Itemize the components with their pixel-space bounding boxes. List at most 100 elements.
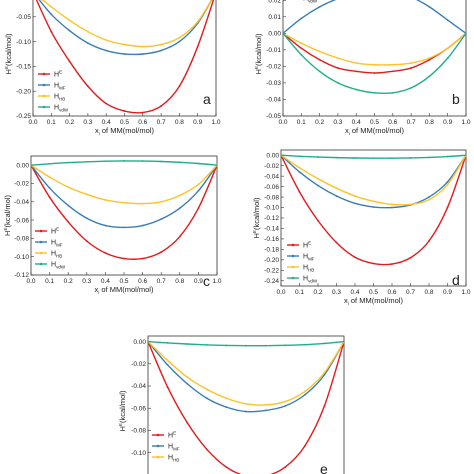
plot-frame	[147, 335, 345, 474]
data-point-hmf	[186, 382, 189, 385]
legend-entry: HMF	[51, 240, 63, 248]
series-line-he	[148, 341, 344, 474]
legend-entry: HHB	[51, 251, 62, 259]
x-axis-label: xi of MM(mol/mol)	[95, 126, 154, 136]
data-point-he	[410, 67, 412, 69]
data-point-hvdw	[391, 157, 393, 160]
data-point-hhb	[141, 45, 144, 48]
y-tick-label: -0.12	[14, 272, 29, 279]
x-tick-label: 0.9	[193, 119, 202, 126]
y-tick-label: -0.02	[131, 361, 146, 368]
data-point-he	[48, 196, 51, 199]
data-point-hhb	[284, 400, 287, 403]
data-point-hvdw	[283, 32, 284, 35]
data-point-hhb	[196, 20, 199, 23]
y-tick-label: -0.10	[131, 450, 146, 457]
y-axis-label: HE(kcal/mol)	[118, 390, 127, 431]
series-line-hmf	[283, 0, 466, 34]
x-tick-label: 0.6	[138, 278, 147, 285]
data-point-he	[300, 47, 303, 50]
legend-marker	[39, 262, 43, 266]
data-point-hmf	[67, 204, 70, 207]
data-point-hmf	[446, 19, 449, 22]
legend-entry: HE	[303, 241, 311, 250]
x-tick-label: 0.3	[82, 278, 91, 285]
series-line-hmf	[148, 341, 344, 413]
data-point-hhb	[335, 187, 338, 190]
y-tick-label: -0.04	[131, 383, 146, 390]
data-point-hmf	[48, 187, 51, 189]
x-tick-label: 0.7	[407, 119, 416, 126]
panel-e: -0.10 -0.08 -0.06 -0.04 -0.02 0.00 HE(kcal/mol…	[118, 335, 345, 474]
data-point-hmf	[264, 409, 267, 412]
data-point-hmf	[300, 17, 303, 20]
data-point-he	[409, 256, 412, 259]
data-point-hhb	[372, 200, 375, 203]
data-point-hhb	[410, 62, 412, 64]
data-point-hmf	[166, 363, 169, 366]
x-tick-label: 0.0	[276, 289, 285, 296]
y-tick-label: -0.08	[264, 194, 279, 201]
data-point-hvdw	[317, 156, 319, 158]
legend-marker	[42, 94, 46, 98]
x-tick-label: 0.3	[333, 119, 342, 126]
x-tick-label: 0.7	[406, 289, 415, 296]
data-point-hhb	[160, 43, 163, 46]
y-tick-label: -0.10	[16, 39, 31, 46]
y-tick-label: -0.01	[266, 47, 281, 54]
data-point-hmf	[446, 181, 449, 183]
data-point-hvdw	[446, 57, 449, 60]
data-point-hhb	[354, 195, 356, 197]
data-point-hmf	[317, 184, 319, 187]
x-tick-label: 0.4	[350, 289, 359, 296]
data-point-hmf	[428, 5, 431, 8]
y-tick-label: 0.00	[268, 31, 281, 38]
data-point-hhb	[160, 200, 163, 203]
data-point-hvdw	[281, 154, 282, 157]
x-tick-label: 1.0	[461, 289, 470, 296]
data-point-hhb	[337, 57, 339, 60]
x-axis-label: xi of MM(mol/mol)	[95, 285, 154, 295]
data-point-hmf	[428, 196, 430, 198]
data-point-hhb	[428, 57, 431, 60]
y-tick-label: -0.06	[131, 405, 146, 412]
data-point-hhb	[245, 402, 247, 405]
data-point-hvdw	[216, 164, 217, 167]
data-point-he	[178, 85, 181, 88]
x-tick-label: 0.1	[297, 119, 306, 126]
series-line-hhb	[281, 154, 466, 206]
legend-marker	[42, 83, 46, 87]
legend-marker	[291, 254, 295, 258]
data-point-hhb	[123, 43, 126, 46]
data-point-hmf	[225, 406, 228, 409]
data-point-hhb	[373, 63, 376, 66]
x-tick-label: 0.4	[102, 119, 111, 126]
legend-entry: HE	[54, 70, 62, 79]
x-tick-label: 0.8	[425, 119, 434, 126]
data-point-hhb	[409, 203, 412, 206]
y-tick-label: 0.00	[133, 339, 146, 346]
data-point-he	[141, 257, 144, 260]
data-point-hvdw	[197, 162, 200, 165]
legend-entry: HvdW	[54, 105, 69, 113]
x-tick-label: 0.8	[424, 289, 433, 296]
data-point-he	[303, 445, 306, 447]
plot-frame	[280, 149, 467, 287]
data-point-hmf	[85, 217, 88, 220]
legend-marker	[291, 276, 295, 280]
x-tick-label: 0.6	[387, 289, 396, 296]
data-point-hmf	[298, 171, 301, 173]
data-point-hhb	[446, 183, 449, 186]
data-point-hhb	[300, 42, 303, 45]
x-tick-label: 0.0	[28, 119, 37, 126]
data-point-he	[337, 67, 339, 69]
data-point-he	[428, 58, 431, 61]
legend: HE HMF HHB HvdW	[35, 227, 66, 270]
data-point-hvdw	[428, 156, 430, 159]
legend-entry: HE	[168, 431, 176, 440]
data-point-he	[105, 102, 108, 105]
x-tick-label: 0.9	[443, 119, 452, 126]
y-tick-label: -0.16	[264, 236, 279, 243]
y-axis-label: HE(kcal/mol)	[254, 33, 263, 74]
